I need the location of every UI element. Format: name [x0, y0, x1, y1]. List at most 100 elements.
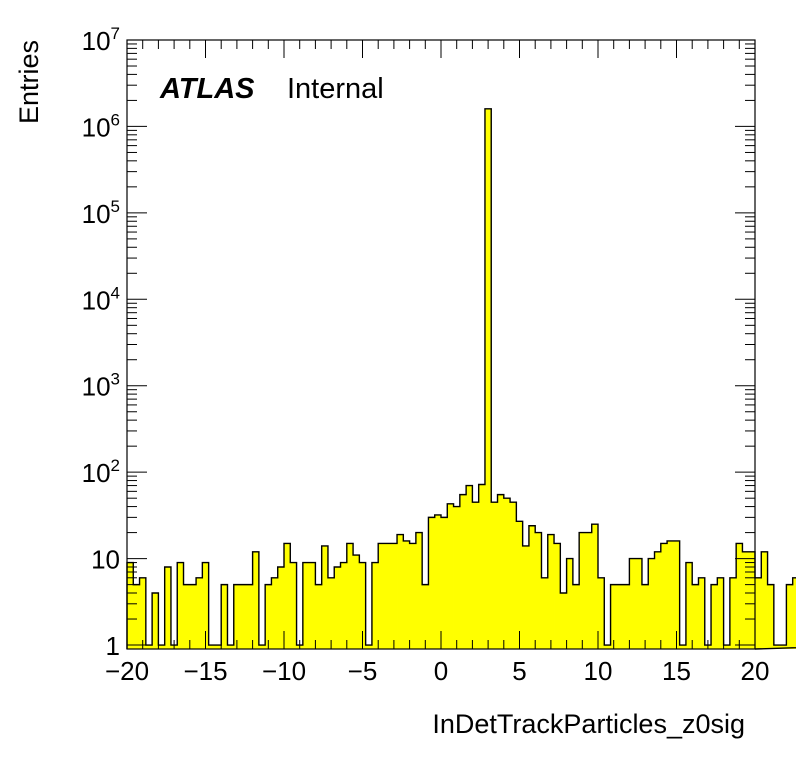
histogram-bar	[660, 543, 668, 649]
histogram-bar	[284, 543, 291, 649]
histogram-bar	[748, 551, 756, 649]
histogram-bar	[227, 645, 235, 649]
histogram-bar	[208, 645, 216, 649]
histogram-bar	[535, 532, 542, 649]
histogram-bar	[648, 558, 655, 649]
histogram-bar	[258, 645, 266, 649]
histogram-bar	[516, 521, 524, 649]
y-tick-label: 10	[91, 545, 120, 575]
y-tick-label: 106	[82, 110, 120, 142]
histogram-bar	[233, 584, 241, 649]
histogram-bar	[711, 584, 718, 649]
histogram-bar	[773, 645, 781, 649]
histogram-bar	[359, 562, 367, 649]
axis-ticks	[126, 39, 756, 649]
x-tick-labels: −20 −15 −10 −5 0 5 10 15 20	[105, 656, 770, 686]
histogram-bar	[491, 502, 498, 649]
histogram-bar	[409, 543, 417, 649]
histogram-bar	[327, 577, 335, 649]
histogram-bar	[183, 584, 191, 649]
histogram-bar	[309, 562, 316, 649]
histogram-bar	[466, 485, 473, 649]
histogram-bar	[152, 593, 159, 649]
histogram-bar	[246, 584, 253, 649]
histogram-bar	[315, 584, 323, 649]
histogram-bar	[145, 645, 153, 649]
histogram-bar	[415, 532, 423, 649]
x-tick-label: −20	[105, 656, 149, 686]
histogram-bar	[453, 506, 461, 649]
x-tick-label: −10	[262, 656, 306, 686]
histogram-bar	[503, 498, 511, 649]
histogram-bar	[403, 540, 410, 649]
histogram-bar	[321, 545, 329, 649]
histogram-bar	[164, 566, 172, 649]
histogram-bar	[365, 645, 373, 649]
x-tick-label: 15	[662, 656, 691, 686]
histogram-bar	[541, 577, 549, 649]
histogram-bar	[371, 562, 379, 649]
histogram-step-line	[126, 108, 796, 650]
histogram-bar	[378, 543, 385, 649]
histogram-bar	[692, 584, 699, 649]
histogram-bar	[441, 517, 448, 649]
y-axis-title: Entries	[14, 40, 44, 124]
histogram-bar	[610, 584, 618, 649]
histogram-bar	[484, 108, 492, 650]
histogram-bar	[353, 555, 360, 649]
x-tick-label: −5	[348, 656, 378, 686]
histogram-bar	[792, 577, 796, 649]
histogram-bar	[271, 577, 279, 649]
histogram-bar	[290, 562, 297, 649]
histogram-bar	[742, 551, 750, 649]
histogram-bar	[761, 551, 768, 649]
histogram-bar	[428, 517, 436, 649]
histogram-bar	[755, 577, 762, 649]
histogram-bar	[698, 577, 706, 649]
histogram-bar	[717, 577, 724, 649]
histogram-bar	[554, 543, 561, 649]
histogram-bar	[566, 558, 574, 649]
histogram-bar	[641, 584, 649, 649]
histogram-bar	[434, 514, 442, 649]
histogram-bar	[572, 584, 580, 649]
histogram-bar	[133, 584, 140, 649]
histogram-bar	[786, 584, 794, 649]
y-tick-label: 1	[106, 631, 120, 661]
histogram-bar	[767, 584, 775, 649]
histogram-bar	[629, 558, 637, 649]
y-tick-label: 102	[82, 456, 120, 488]
histogram-bar	[522, 545, 530, 649]
histogram-bar	[265, 584, 272, 649]
histogram-bar	[685, 562, 693, 649]
histogram-bar	[673, 540, 681, 649]
histogram-bar	[252, 551, 260, 649]
histogram-bar	[478, 484, 486, 649]
x-axis-title: InDetTrackParticles_z0sig	[432, 709, 745, 739]
histogram-bar	[189, 584, 197, 649]
x-tick-label: 0	[434, 656, 448, 686]
histogram-bar	[127, 562, 134, 649]
y-tick-label: 105	[82, 197, 120, 229]
y-tick-labels: 1 10 102 103 104 105 106 107	[82, 24, 120, 661]
histogram-bar	[214, 645, 222, 649]
histogram-bar	[616, 584, 624, 649]
y-tick-label: 107	[82, 24, 120, 56]
histogram-bar	[623, 584, 630, 649]
x-tick-label: −15	[183, 656, 227, 686]
histogram-bar	[390, 543, 398, 649]
y-tick-label: 104	[82, 283, 120, 315]
histogram-bar	[598, 577, 605, 649]
histogram-bar	[736, 543, 743, 649]
histogram-bar	[277, 566, 285, 649]
histogram-bar	[497, 494, 505, 649]
histogram-bar	[196, 577, 203, 649]
histogram-bar	[447, 503, 454, 649]
histogram-bar	[240, 584, 247, 649]
histogram-bar	[585, 532, 593, 649]
histogram-bar	[729, 577, 737, 649]
histogram-bar	[679, 645, 687, 649]
x-tick-label: 5	[512, 656, 526, 686]
